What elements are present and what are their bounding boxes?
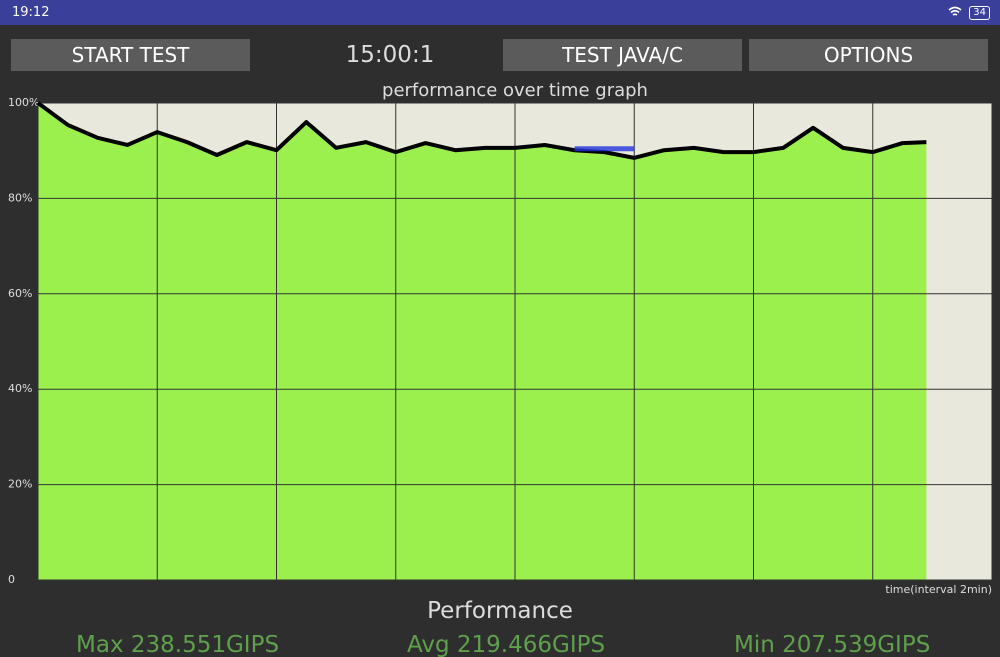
- x-axis-label: time(interval 2min): [885, 583, 992, 596]
- clock: 19:12: [12, 5, 50, 20]
- test-java-c-button[interactable]: TEST JAVA/C: [503, 39, 742, 71]
- max-stat: Max 238.551GIPS: [76, 632, 280, 657]
- performance-heading: Performance: [427, 598, 573, 624]
- chart-title: performance over time graph: [382, 80, 648, 101]
- y-tick-label: 20%: [8, 478, 32, 491]
- area-fill: [38, 103, 927, 580]
- y-tick-label: 80%: [8, 191, 32, 204]
- min-stat: Min 207.539GIPS: [734, 632, 931, 657]
- y-tick-label: 60%: [8, 287, 32, 300]
- performance-line: [36, 101, 927, 160]
- options-button[interactable]: OPTIONS: [749, 39, 988, 71]
- start-test-button[interactable]: START TEST: [11, 39, 250, 71]
- y-tick-label: 100%: [8, 96, 39, 109]
- timer: 15:00:1: [345, 42, 435, 68]
- y-tick-label: 40%: [8, 382, 32, 395]
- wifi-icon: [948, 6, 962, 16]
- y-tick-label: 0: [8, 573, 15, 586]
- chart: performance over time graph time(interva…: [8, 80, 993, 596]
- status-bar: 19:12 34: [0, 0, 1000, 25]
- battery: 34: [969, 6, 990, 20]
- avg-stat: Avg 219.466GIPS: [407, 632, 606, 657]
